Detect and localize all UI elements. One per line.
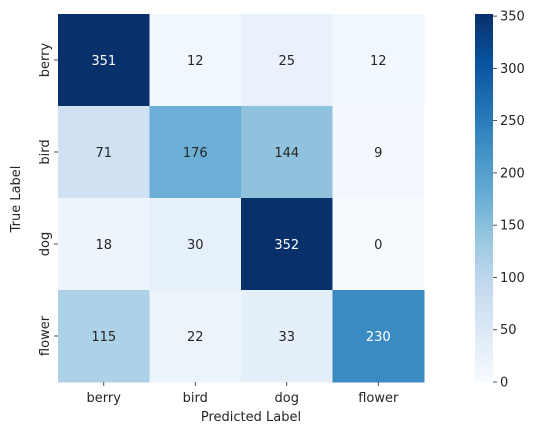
cell-value-2-1: 30 <box>187 238 204 253</box>
heatmap-cell-1-3 <box>332 106 425 199</box>
cell-value-3-0: 115 <box>91 330 116 345</box>
x-tick-label: bird <box>183 391 208 406</box>
heatmap-cell-3-1 <box>149 290 242 383</box>
heatmap-cell-3-3 <box>332 290 425 383</box>
colorbar: 0 50 100 150 200 250 300 350 <box>475 10 525 391</box>
heatmap-cell-1-0 <box>58 106 150 199</box>
cell-value-3-2: 33 <box>278 330 295 345</box>
colorbar-tick-label: 200 <box>500 166 525 181</box>
cell-value-0-1: 12 <box>187 54 204 69</box>
cell-value-0-2: 25 <box>278 54 295 69</box>
colorbar-gradient <box>475 14 493 382</box>
cell-value-2-0: 18 <box>95 238 112 253</box>
colorbar-tick-label: 350 <box>500 10 525 25</box>
y-tick-label: berry <box>38 42 53 77</box>
y-axis-ticks: berry bird dog flower <box>38 42 58 356</box>
cell-value-1-3: 9 <box>374 146 382 161</box>
heatmap-cell-2-3 <box>332 198 425 291</box>
y-axis-label: True Label <box>9 166 24 234</box>
cell-value-2-2: 352 <box>274 238 299 253</box>
colorbar-tick-label: 150 <box>500 219 525 234</box>
colorbar-tick-label: 300 <box>500 62 525 77</box>
heatmap-cell-0-2 <box>241 14 333 107</box>
cell-value-1-1: 176 <box>183 146 208 161</box>
heatmap-cell-3-2 <box>241 290 333 383</box>
x-axis-label: Predicted Label <box>201 410 301 425</box>
heatmap-cell-0-3 <box>332 14 425 107</box>
y-tick-label: dog <box>38 232 53 256</box>
heatmap-grid: 351 12 25 12 71 176 144 9 18 30 352 0 115 22 33 230 <box>58 14 425 383</box>
cell-value-3-3: 230 <box>366 330 391 345</box>
colorbar-tick-label: 0 <box>500 376 508 391</box>
heatmap-cell-0-0 <box>58 14 150 107</box>
colorbar-tick-label: 50 <box>500 323 517 338</box>
x-axis-ticks: berry bird dog flower <box>87 382 399 406</box>
colorbar-tick-label: 250 <box>500 114 525 129</box>
heatmap-cell-2-2 <box>241 198 333 291</box>
heatmap-cell-2-0 <box>58 198 150 291</box>
heatmap-cell-1-2 <box>241 106 333 199</box>
cell-value-2-3: 0 <box>374 238 382 253</box>
heatmap-cell-3-0 <box>58 290 150 383</box>
cell-value-0-0: 351 <box>91 54 116 69</box>
cell-value-3-1: 22 <box>187 330 204 345</box>
heatmap-cell-2-1 <box>149 198 242 291</box>
x-tick-label: dog <box>275 391 299 406</box>
heatmap-cell-0-1 <box>149 14 242 107</box>
y-tick-label: flower <box>38 315 53 356</box>
cell-value-0-3: 12 <box>370 54 387 69</box>
heatmap-cell-1-1 <box>149 106 242 199</box>
cell-value-1-2: 144 <box>274 146 299 161</box>
y-tick-label: bird <box>38 139 53 164</box>
cell-value-1-0: 71 <box>95 146 112 161</box>
x-tick-label: berry <box>87 391 122 406</box>
x-tick-label: flower <box>358 391 399 406</box>
colorbar-tick-label: 100 <box>500 271 525 286</box>
